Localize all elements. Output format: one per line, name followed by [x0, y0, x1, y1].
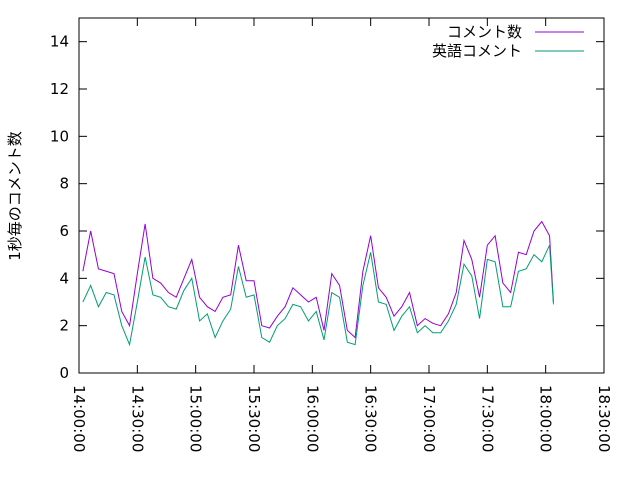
- x-tick-label: 14:30:00: [128, 385, 146, 452]
- x-tick-label: 14:00:00: [70, 385, 88, 452]
- y-tick-label: 12: [50, 80, 69, 98]
- y-axis-label: 1秒毎のコメント数: [6, 131, 24, 261]
- y-tick-label: 0: [59, 364, 69, 382]
- legend-label: コメント数: [447, 23, 522, 41]
- x-tick-label: 16:00:00: [303, 385, 321, 452]
- y-tick-label: 10: [50, 127, 69, 145]
- y-tick-label: 4: [59, 269, 69, 287]
- x-tick-label: 16:30:00: [362, 385, 380, 452]
- x-tick-label: 18:30:00: [595, 385, 613, 452]
- x-tick-label: 15:00:00: [187, 385, 205, 452]
- y-tick-label: 2: [59, 317, 69, 335]
- y-tick-label: 14: [50, 33, 69, 51]
- y-tick-label: 6: [59, 222, 69, 240]
- legend-label: 英語コメント: [432, 42, 522, 60]
- x-tick-label: 17:00:00: [420, 385, 438, 452]
- data-line: [82, 244, 554, 347]
- data-line: [82, 220, 554, 339]
- x-tick-label: 17:30:00: [478, 385, 496, 452]
- plot-frame: [78, 17, 605, 374]
- x-tick-label: 18:00:00: [537, 385, 555, 452]
- y-tick-label: 8: [59, 175, 69, 193]
- x-tick-label: 15:30:00: [245, 385, 263, 452]
